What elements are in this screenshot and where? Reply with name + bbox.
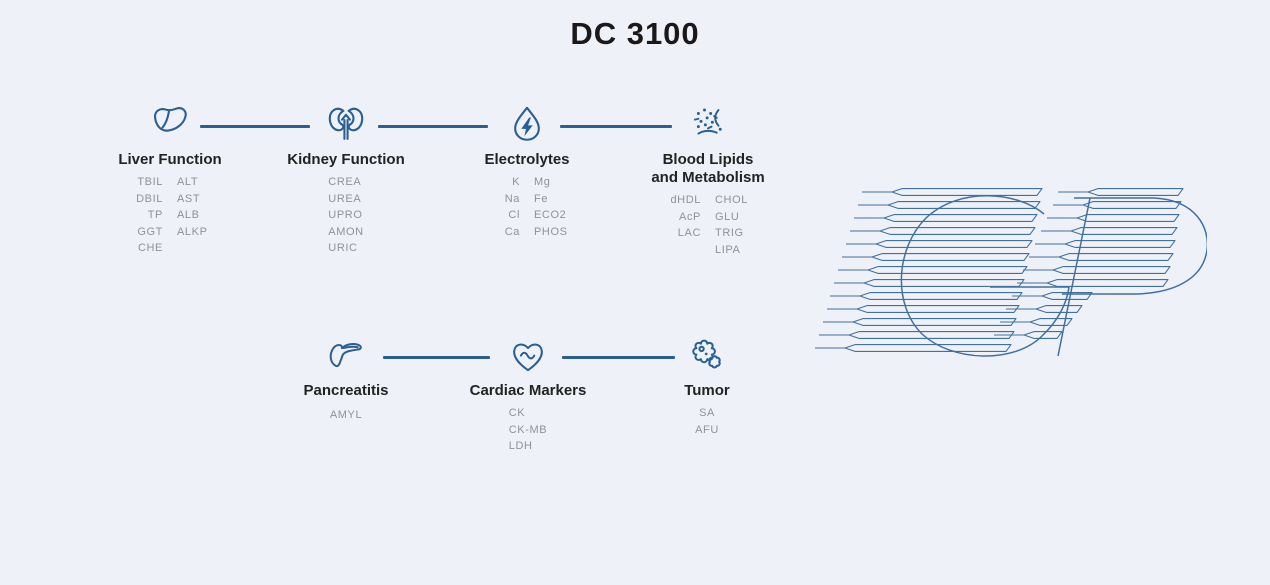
panel-title: Liver Function [118,151,222,168]
electrolytes-icon [442,103,612,149]
gp-logo [812,184,1209,374]
panel-blood-lipids-and-metabolism: Blood Lipids and Metabolism dHDL AcP LAC… [623,103,793,258]
assay-item: LAC [677,227,701,239]
assay-item: DBIL [136,192,163,205]
assay-item: AST [177,192,201,205]
assay-item: AFU [695,423,719,436]
connector-line [560,125,672,128]
assay-item: K [512,176,520,188]
assay-item: AcP [679,210,701,223]
connector-line [200,125,310,128]
assay-item: TRIG [715,227,744,239]
assay-item: CREA [328,176,362,188]
panel-cardiac-markers: Cardiac Markers CK CK-MB LDH [443,336,613,455]
assay-item: LIPA [715,243,741,256]
blood-lipids-icon [623,103,793,149]
assay-list: AMYL [261,405,431,424]
assay-item: Na [504,192,520,205]
assay-item: TBIL [137,176,163,188]
panel-title: Electrolytes [484,151,570,168]
assay-list: K Na Cl Ca Mg Fe ECO2 PHOS [442,174,612,240]
connector-line [383,356,490,359]
assay-item: CK-MB [508,423,548,436]
assay-item: CHE [137,242,163,254]
assay-list: CREA UREA UPRO AMON URIC [261,174,431,257]
assay-item: Fe [534,192,549,205]
panel-title: Pancreatitis [303,382,389,399]
assay-list: CK CK-MB LDH [443,405,613,455]
assay-item: ALB [177,209,200,221]
kidney-icon [261,103,431,149]
panel-title: Kidney Function [287,151,405,168]
assay-item: AMON [328,225,364,238]
assay-item: SA [699,407,715,419]
panel-pancreatitis: Pancreatitis AMYL [261,336,431,424]
connector-line [562,356,675,359]
assay-item: dHDL [670,194,701,206]
assay-item: ECO2 [534,209,567,221]
panel-title-line2: and Metabolism [651,169,765,186]
assay-item: CHOL [715,194,748,206]
assay-item: Cl [508,209,520,221]
assay-item: Mg [534,176,551,188]
assay-item: LDH [508,440,533,452]
panel-electrolytes: Electrolytes K Na Cl Ca Mg Fe ECO2 PHOS [442,103,612,240]
cardiac-icon [443,336,613,380]
assay-item: GLU [715,210,740,223]
pancreas-icon [261,336,431,380]
panel-title: Tumor [684,382,730,399]
assay-list: SA AFU [622,405,792,438]
page-title: DC 3100 [570,16,700,51]
assay-item: CK [508,407,526,419]
assay-item: AMYL [329,409,363,421]
assay-item: URIC [328,242,358,254]
assay-item: UPRO [328,209,363,221]
assay-item: ALT [177,176,199,188]
liver-icon [85,103,255,149]
panel-tumor: Tumor SA AFU [622,336,792,438]
assay-item: TP [147,209,163,221]
panel-liver-function: Liver Function TBIL DBIL TP GGT CHE ALT … [85,103,255,257]
panel-title: Blood Lipids and Metabolism [623,151,793,187]
connector-line [378,125,488,128]
assay-item: GGT [137,225,163,238]
panel-title: Cardiac Markers [469,382,587,399]
tumor-icon [622,336,792,380]
assay-item: Ca [504,225,520,238]
panel-title-line1: Blood Lipids [662,151,754,168]
assay-list: dHDL AcP LAC CHOL GLU TRIG LIPA [623,192,793,258]
assay-list: TBIL DBIL TP GGT CHE ALT AST ALB ALKP [85,174,255,257]
assay-item: ALKP [177,225,208,238]
panel-kidney-function: Kidney Function CREA UREA UPRO AMON URIC [261,103,431,257]
assay-item: PHOS [534,225,568,238]
assay-item: UREA [328,192,362,205]
